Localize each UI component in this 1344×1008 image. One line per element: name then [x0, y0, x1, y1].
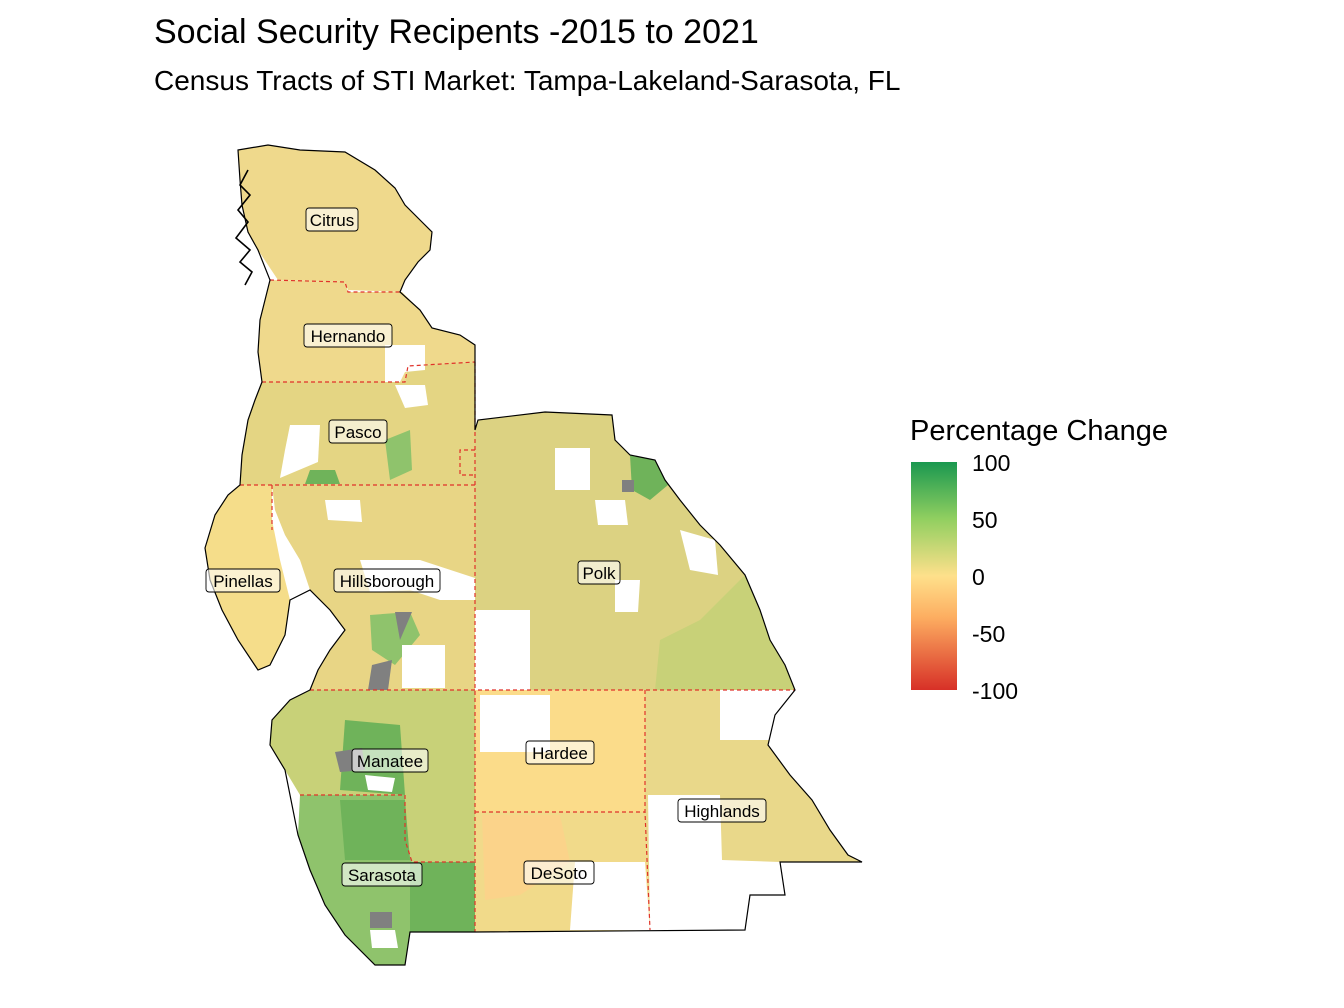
tract-patch	[385, 345, 425, 382]
boundary-line	[300, 794, 475, 863]
county-label-highlands: Highlands	[684, 802, 760, 821]
tract-patch	[370, 912, 392, 928]
label-box	[677, 798, 767, 823]
label-citrus: Citrus	[305, 207, 359, 232]
label-hernando: Hernando	[303, 323, 393, 348]
label-box	[341, 862, 423, 887]
market-outline	[204, 144, 863, 966]
county-labels: Citrus Hernando Pasco Pinellas Hillsboro…	[205, 207, 767, 887]
tract-patch	[340, 800, 410, 860]
label-polk: Polk	[577, 560, 621, 585]
label-box	[328, 419, 388, 444]
label-pasco: Pasco	[328, 419, 388, 444]
tract-patch	[480, 695, 550, 752]
tract-patch	[615, 580, 640, 612]
label-hardee: Hardee	[525, 740, 595, 765]
tract-patch	[410, 862, 475, 932]
map-title: Social Security Recipents -2015 to 2021	[154, 13, 759, 51]
tract-patch	[280, 425, 320, 478]
tract-patch	[630, 455, 668, 500]
label-box	[577, 560, 621, 585]
county-boundaries	[240, 279, 795, 932]
label-box	[351, 748, 429, 773]
map-subtitle: Census Tracts of STI Market: Tampa-Lakel…	[154, 65, 901, 96]
tract-patch	[370, 930, 398, 948]
label-hillsborough: Hillsborough	[333, 568, 441, 593]
county-label-sarasota: Sarasota	[348, 866, 417, 885]
label-manatee: Manatee	[351, 748, 429, 773]
tract-patch	[402, 645, 445, 688]
boundary-line	[262, 361, 476, 383]
legend-tick-neg50: -50	[972, 621, 1006, 647]
label-desoto: DeSoto	[523, 860, 595, 885]
label-box	[305, 207, 359, 232]
label-box	[205, 568, 281, 593]
legend-tick-0: 0	[972, 564, 985, 590]
tract-patch	[385, 430, 412, 480]
tract-patch	[365, 775, 395, 792]
outline-path	[204, 144, 863, 966]
county-label-hernando: Hernando	[311, 327, 386, 346]
legend-colorbar	[911, 462, 957, 690]
tract-patch	[622, 480, 634, 492]
county-label-pasco: Pasco	[334, 423, 381, 442]
boundary-line	[459, 449, 475, 476]
label-box	[523, 860, 595, 885]
label-box	[303, 323, 393, 348]
tract-patch	[475, 610, 530, 690]
tract-patch	[555, 448, 590, 490]
county-label-hardee: Hardee	[532, 744, 588, 763]
county-label-polk: Polk	[582, 564, 616, 583]
tract-patch	[395, 612, 412, 640]
tract-patch	[368, 660, 392, 690]
label-sarasota: Sarasota	[341, 862, 423, 887]
label-box	[333, 568, 441, 593]
tract-patch	[720, 690, 795, 740]
tract-patch	[595, 500, 628, 525]
legend-title: Percentage Change	[910, 415, 1168, 447]
tract-patch	[482, 815, 570, 900]
legend-tick-neg100: -100	[972, 678, 1019, 704]
coast-jag	[234, 169, 254, 286]
county-label-pinellas: Pinellas	[213, 572, 273, 591]
county-label-citrus: Citrus	[310, 211, 354, 230]
tract-patch	[305, 470, 340, 484]
legend-tick-100: 100	[972, 450, 1011, 476]
tract-patch	[655, 575, 795, 690]
tract-patch	[648, 795, 785, 930]
label-highlands: Highlands	[677, 798, 767, 823]
county-label-desoto: DeSoto	[531, 864, 588, 883]
tract-patch	[370, 612, 420, 665]
legend-tick-50: 50	[972, 507, 998, 533]
label-pinellas: Pinellas	[205, 568, 281, 593]
tract-patch	[395, 385, 428, 408]
boundary-line	[269, 279, 402, 293]
county-label-hillsborough: Hillsborough	[340, 572, 435, 591]
tract-patch	[680, 530, 718, 575]
label-box	[525, 740, 595, 765]
tract-patch	[325, 500, 362, 522]
county-label-manatee: Manatee	[357, 752, 423, 771]
